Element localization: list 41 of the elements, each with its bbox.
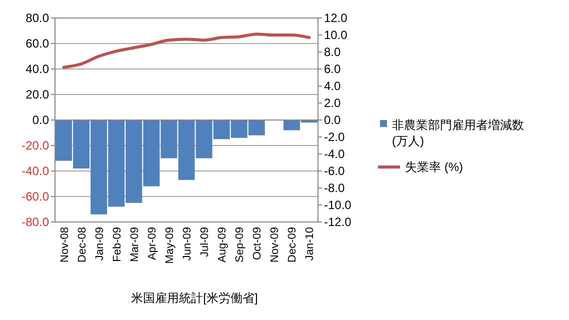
y-tick-label: 40.0 — [26, 62, 50, 76]
y-tick-label: 20.0 — [26, 88, 50, 102]
legend-label: 失業率 (%) — [405, 160, 463, 174]
y-tick-label: 0.0 — [32, 113, 50, 128]
y2-tick-label: 2.0 — [324, 96, 342, 110]
y-tick-label: 60.0 — [26, 36, 50, 51]
x-tick-label: Nov-08 — [58, 227, 71, 262]
x-tick-label: Feb-09 — [111, 227, 124, 262]
x-tick-label: Jan-09 — [94, 227, 106, 261]
line-series — [62, 32, 311, 69]
x-tick-label: Dec-09 — [286, 227, 299, 262]
y2-tick-label: -8.0 — [324, 181, 346, 196]
y2-tick-label: 6.0 — [324, 62, 342, 76]
y2-tick-label: -12.0 — [324, 215, 352, 230]
x-tick-label: Apr-09 — [146, 227, 158, 260]
x-axis-title: 米国雇用統計[米労働省] — [131, 291, 258, 305]
y-tick-label: -40.0 — [22, 164, 50, 178]
x-tick-label: Sep-09 — [234, 227, 246, 262]
y2-tick-label: 4.0 — [324, 79, 342, 94]
x-tick-label: Jul-09 — [199, 227, 212, 257]
x-tick-label: Nov-09 — [269, 227, 282, 262]
y2-tick-label: 0.0 — [324, 113, 342, 128]
y2-tick-label: -4.0 — [324, 147, 346, 162]
x-tick-label: May-09 — [164, 227, 176, 264]
y-tick-label: -80.0 — [22, 215, 50, 230]
x-tick-label: Jan-10 — [304, 227, 316, 261]
x-tick-label: Mar-09 — [128, 227, 141, 262]
x-tick-label: Jun-09 — [182, 227, 194, 261]
x-tick-label: Aug-09 — [216, 227, 229, 262]
x-tick-label: Dec-08 — [76, 227, 88, 262]
legend-label: 非農業部門雇用者増減数(万人) — [392, 118, 524, 148]
y2-tick-label: 12.0 — [324, 11, 348, 26]
y-tick-label: 80.0 — [26, 11, 50, 26]
y2-tick-label: -2.0 — [324, 130, 346, 144]
y-tick-label: -60.0 — [22, 190, 50, 204]
y2-tick-label: 8.0 — [324, 45, 342, 60]
y2-tick-label: -6.0 — [324, 164, 346, 178]
y2-tick-label: 10.0 — [324, 28, 348, 42]
y2-tick-label: -10.0 — [324, 198, 352, 212]
x-tick-label: Oct-09 — [252, 227, 264, 260]
y-tick-label: -20.0 — [22, 138, 50, 153]
